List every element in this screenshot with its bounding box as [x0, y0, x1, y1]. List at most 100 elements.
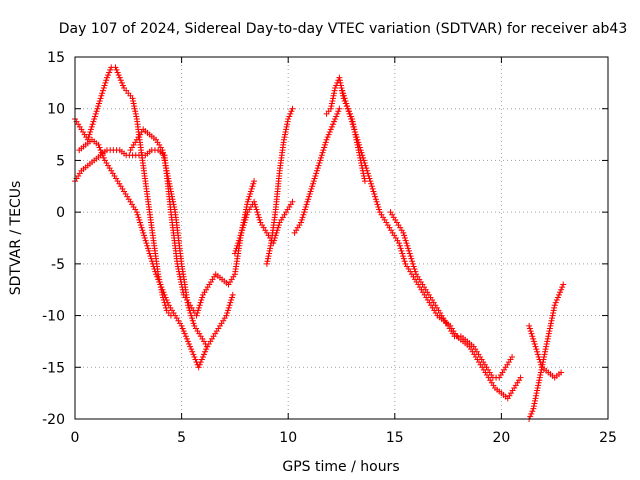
data-point-fill	[538, 366, 545, 373]
data-point	[551, 302, 558, 309]
y-tick-label: 0	[56, 205, 65, 221]
data-point-fill	[404, 242, 411, 249]
data-point-fill	[369, 185, 376, 192]
data-point	[129, 95, 136, 102]
data-point-fill	[403, 240, 410, 247]
data-point-fill	[360, 154, 367, 161]
data-point-fill	[329, 95, 336, 102]
data-point	[338, 85, 345, 92]
data-point-fill	[373, 198, 380, 205]
series-arc-l	[526, 322, 565, 381]
data-point	[159, 286, 166, 293]
data-point-fill	[234, 242, 241, 249]
y-axis-title: SDTVAR / TECUs	[8, 181, 24, 296]
data-point-fill	[190, 320, 197, 327]
series-arc-c	[76, 136, 211, 371]
data-point-fill	[189, 317, 196, 324]
data-point	[332, 116, 339, 123]
data-point-fill	[135, 214, 142, 221]
data-marks	[72, 64, 567, 422]
data-point	[304, 198, 311, 205]
data-point-fill	[255, 211, 262, 218]
data-point-fill	[302, 203, 309, 210]
data-point-fill	[396, 242, 403, 249]
grid-layer	[75, 57, 608, 419]
data-point-fill	[249, 183, 256, 190]
data-point-fill	[330, 92, 337, 99]
data-point-fill	[227, 299, 234, 306]
data-point-fill	[527, 328, 534, 335]
data-point-fill	[137, 219, 144, 226]
data-point-fill	[326, 128, 333, 135]
data-point	[289, 105, 296, 112]
series-arc-j	[387, 209, 516, 381]
y-tick-label: -15	[42, 360, 65, 376]
data-point-fill	[529, 333, 536, 340]
data-point-fill	[100, 85, 107, 92]
data-point-fill	[313, 170, 320, 177]
data-point-fill	[533, 346, 540, 353]
data-point-fill	[199, 294, 206, 301]
data-point-fill	[250, 180, 257, 187]
data-point-fill	[139, 227, 146, 234]
data-point	[547, 322, 554, 329]
data-point	[95, 141, 102, 148]
data-point-fill	[531, 400, 538, 407]
data-point-fill	[243, 211, 250, 218]
data-point-fill	[102, 79, 109, 86]
data-point-fill	[164, 299, 171, 306]
data-point-fill	[300, 211, 307, 218]
data-point-fill	[87, 126, 94, 133]
data-point-fill	[306, 191, 313, 198]
data-point-fill	[328, 103, 335, 110]
data-point-fill	[308, 185, 315, 192]
data-point-fill	[184, 338, 191, 345]
data-point-fill	[558, 286, 565, 293]
data-point-fill	[552, 299, 559, 306]
data-point-fill	[90, 118, 97, 125]
x-tick-label: 10	[279, 430, 297, 446]
data-point-fill	[321, 141, 328, 148]
data-point-fill	[534, 387, 541, 394]
data-point-fill	[180, 328, 187, 335]
data-point-fill	[288, 108, 295, 115]
data-point-fill	[365, 172, 372, 179]
series-arc-k	[526, 281, 567, 422]
x-tick-label: 25	[599, 430, 617, 446]
data-point	[317, 157, 324, 164]
data-point-fill	[92, 110, 99, 117]
data-point	[91, 116, 98, 123]
data-point-fill	[163, 167, 170, 174]
data-point-fill	[197, 359, 204, 366]
data-point-fill	[161, 154, 168, 161]
data-point-fill	[245, 196, 252, 203]
data-point-fill	[374, 201, 381, 208]
data-point	[182, 333, 189, 340]
data-point-fill	[325, 131, 332, 138]
data-point-fill	[131, 105, 138, 112]
data-point-fill	[134, 211, 141, 218]
data-point	[558, 369, 565, 376]
data-point-fill	[559, 284, 566, 291]
data-point-fill	[93, 108, 100, 115]
data-point	[184, 302, 191, 309]
data-point-fill	[322, 139, 329, 146]
data-point-fill	[352, 128, 359, 135]
data-point-fill	[145, 247, 152, 254]
data-point	[517, 374, 524, 381]
data-point-fill	[224, 309, 231, 316]
data-point-fill	[309, 180, 316, 187]
data-point	[191, 353, 198, 360]
data-point	[116, 74, 123, 81]
data-point-fill	[103, 77, 110, 84]
data-point-fill	[203, 346, 210, 353]
data-point-fill	[287, 110, 294, 117]
data-point-fill	[164, 170, 171, 177]
data-point-fill	[91, 113, 98, 120]
data-point-fill	[331, 90, 338, 97]
data-point-fill	[331, 87, 338, 94]
data-point	[146, 250, 153, 257]
series-arc-b	[72, 64, 174, 319]
data-point	[289, 198, 296, 205]
data-point-fill	[98, 149, 105, 156]
